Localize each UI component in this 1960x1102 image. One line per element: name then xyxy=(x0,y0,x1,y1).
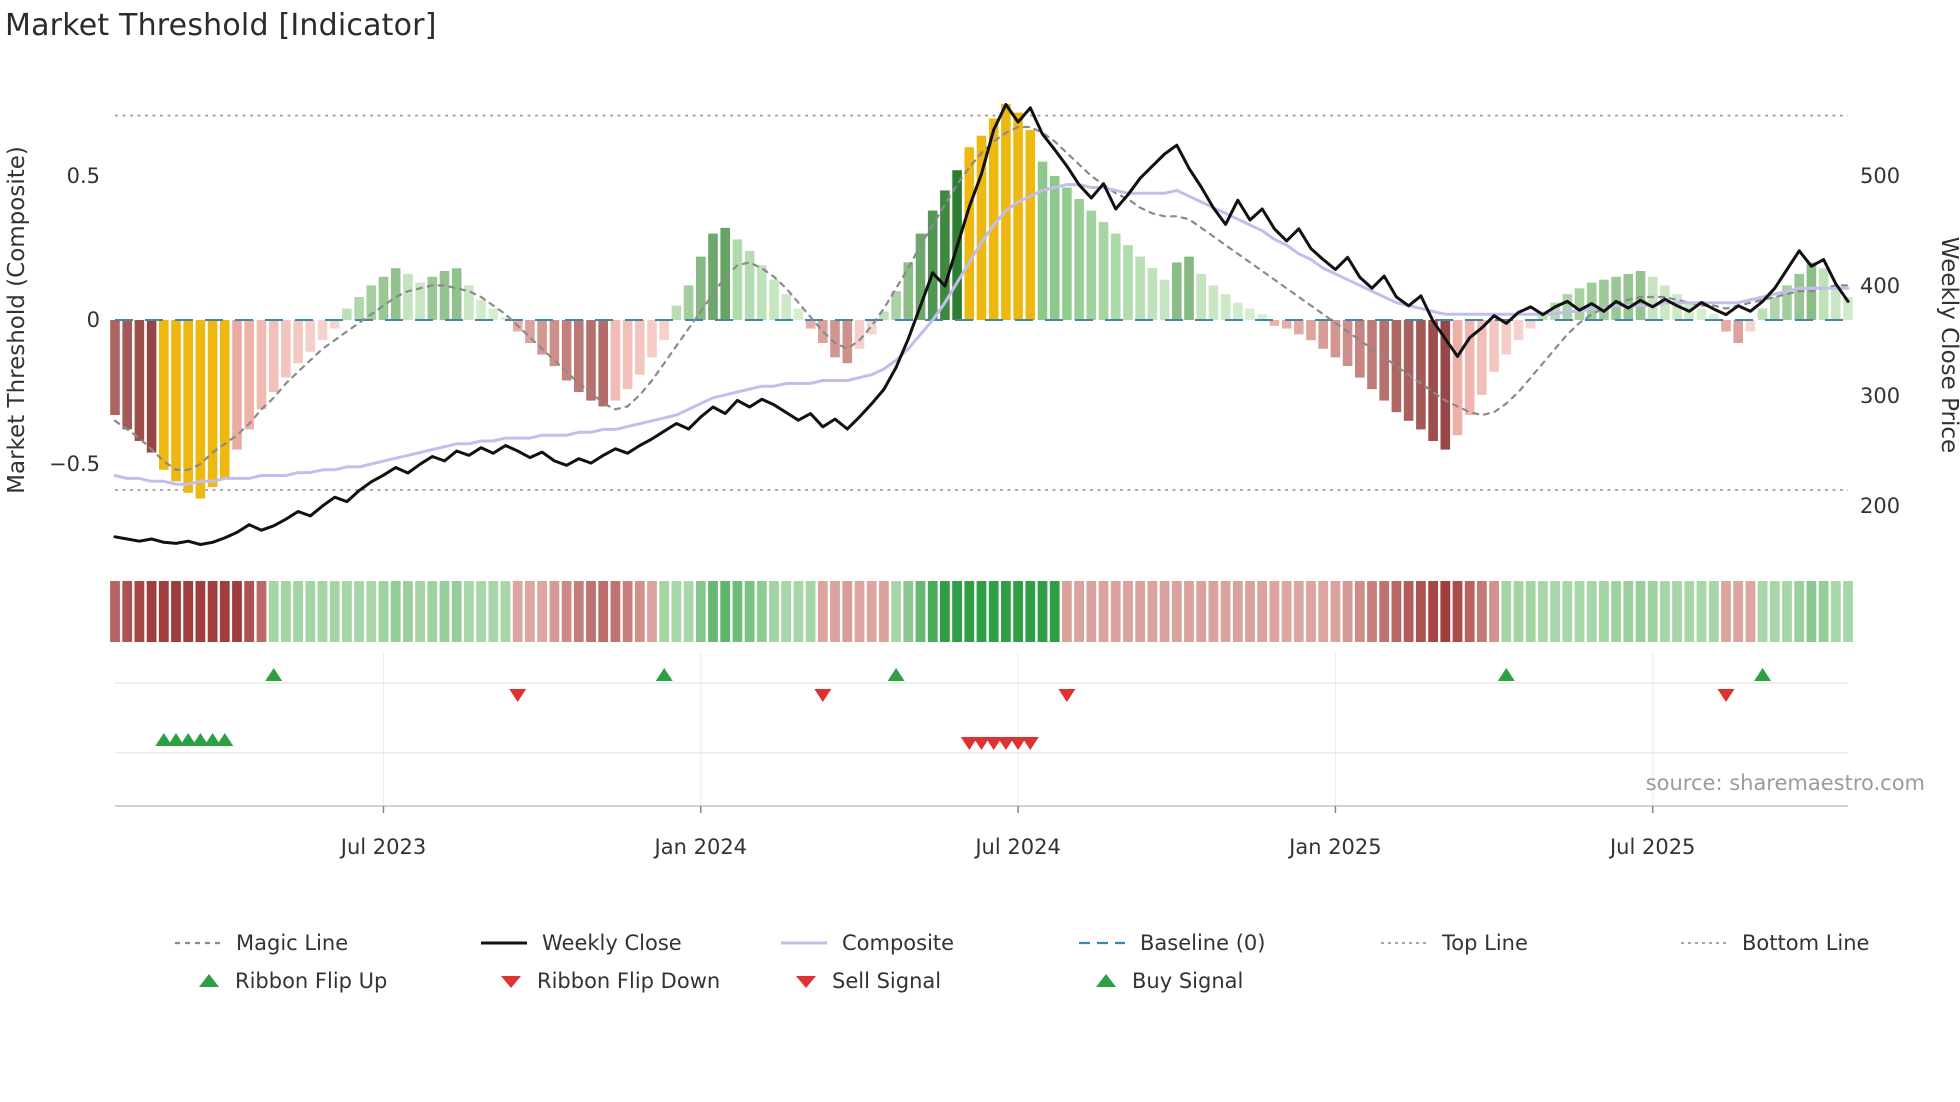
legend-item-top-line: Top Line xyxy=(1378,928,1528,958)
magic-line xyxy=(113,125,1850,471)
legend-item-label: Bottom Line xyxy=(1742,931,1870,955)
legend-item-ribbon-flip-down: Ribbon Flip Down xyxy=(497,966,720,996)
axis-tick-labels: 0.5 0 −0.5 500 400 300 200 Jul 2023 Jan 2024 Jul … xyxy=(49,164,1900,859)
page-title: Market Threshold [Indicator] xyxy=(5,8,437,43)
svg-text:400: 400 xyxy=(1860,274,1900,298)
legend-item-label: Magic Line xyxy=(236,931,349,955)
svg-text:Jan 2025: Jan 2025 xyxy=(1287,835,1382,859)
legend-item-magic-line: Magic Line xyxy=(172,928,348,958)
legend-item-sell-signal: Sell Signal xyxy=(792,966,941,996)
gridlines xyxy=(115,652,1848,813)
baseline-swatch-icon xyxy=(1079,941,1125,945)
legend-item-baseline: Baseline (0) xyxy=(1076,928,1265,958)
svg-text:Jul 2024: Jul 2024 xyxy=(973,835,1060,859)
ribbon-flip-up-icon xyxy=(199,974,219,987)
svg-text:Jan 2024: Jan 2024 xyxy=(653,835,748,859)
left-axis-title: Market Threshold (Composite) xyxy=(4,146,30,494)
ribbon-flip-down-icon xyxy=(501,976,521,988)
bottom-line-swatch-icon xyxy=(1681,942,1727,944)
weekly-close-swatch-icon xyxy=(481,941,527,945)
legend-item-bottom-line: Bottom Line xyxy=(1678,928,1869,958)
svg-text:0.5: 0.5 xyxy=(67,164,100,188)
legend-item-buy-signal: Buy Signal xyxy=(1092,966,1243,996)
weekly-close-line xyxy=(113,103,1850,546)
ribbon-flip-up-markers xyxy=(265,668,1772,681)
source-text: source: sharemaestro.com xyxy=(1646,771,1925,795)
legend-item-composite: Composite xyxy=(778,928,954,958)
composite-line xyxy=(113,183,1850,486)
legend-item-weekly-close: Weekly Close xyxy=(478,928,682,958)
legend-item-label: Baseline (0) xyxy=(1140,931,1266,955)
legend: Magic Line Weekly Close Composite Baseli… xyxy=(0,926,1960,1026)
buy-signal-icon xyxy=(1096,974,1116,987)
svg-text:500: 500 xyxy=(1860,164,1900,188)
svg-text:Jul 2025: Jul 2025 xyxy=(1608,835,1695,859)
top-line-swatch-icon xyxy=(1381,942,1427,944)
legend-item-label: Ribbon Flip Down xyxy=(537,969,721,993)
legend-item-label: Top Line xyxy=(1442,931,1528,955)
legend-item-label: Sell Signal xyxy=(832,969,942,993)
threshold-histogram xyxy=(110,104,1853,499)
composite-swatch-icon xyxy=(781,941,827,945)
trend-ribbon xyxy=(110,581,1853,642)
magic-line-swatch-icon xyxy=(175,941,221,945)
legend-item-ribbon-flip-up: Ribbon Flip Up xyxy=(195,966,387,996)
sell-signal-markers xyxy=(960,737,1039,750)
svg-text:Jul 2023: Jul 2023 xyxy=(339,835,426,859)
svg-text:0: 0 xyxy=(87,308,100,332)
right-axis-title: Weekly Close Price xyxy=(1936,237,1960,453)
buy-signal-markers xyxy=(155,733,234,746)
legend-item-label: Buy Signal xyxy=(1132,969,1244,993)
svg-text:200: 200 xyxy=(1860,494,1900,518)
sell-signal-icon xyxy=(796,976,816,988)
svg-text:300: 300 xyxy=(1860,384,1900,408)
legend-item-label: Ribbon Flip Up xyxy=(235,969,388,993)
legend-item-label: Weekly Close xyxy=(542,931,682,955)
ribbon-flip-down-markers xyxy=(509,689,1735,702)
legend-item-label: Composite xyxy=(842,931,955,955)
svg-text:−0.5: −0.5 xyxy=(49,452,100,476)
